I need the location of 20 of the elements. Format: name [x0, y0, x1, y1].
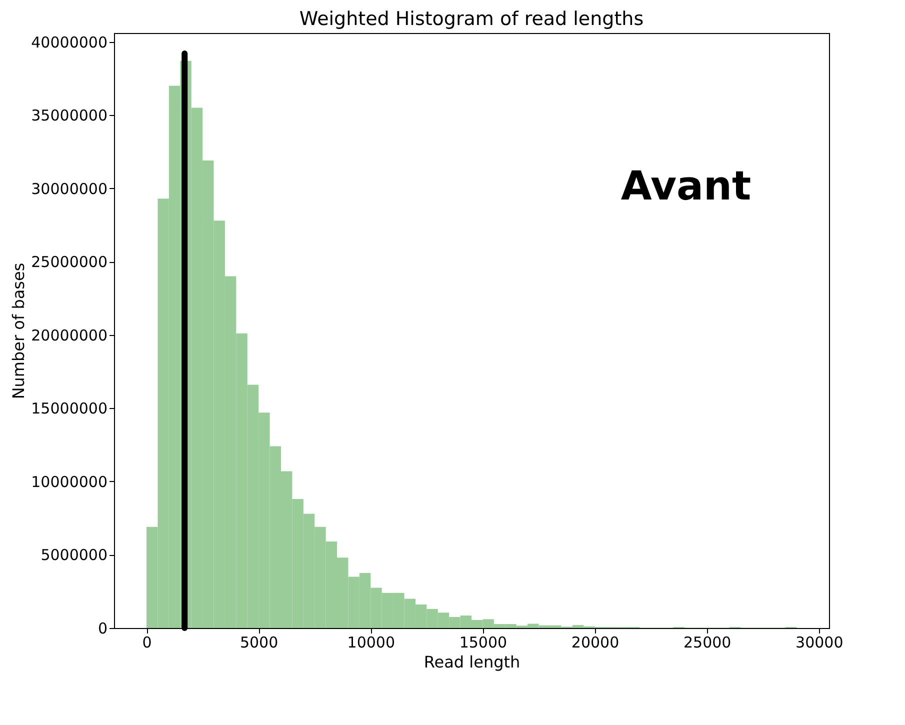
- x-tick-label: 25000: [683, 634, 732, 652]
- x-tick-label: 5000: [240, 634, 278, 652]
- y-tick-label: 20000000: [31, 326, 108, 344]
- x-tick-label: 15000: [459, 634, 508, 652]
- x-tick-label: 30000: [796, 634, 844, 652]
- y-tick-label: 15000000: [31, 400, 108, 418]
- x-tick-label: 10000: [347, 634, 395, 652]
- y-tick-label: 25000000: [31, 253, 108, 272]
- y-tick-label: 30000000: [31, 180, 108, 198]
- y-tick-label: 35000000: [31, 106, 108, 125]
- x-tick-label: 20000: [571, 634, 620, 652]
- y-axis-title: Number of bases: [9, 262, 28, 400]
- y-tick-label: 0: [98, 620, 108, 638]
- y-tick-label: 5000000: [40, 546, 108, 564]
- y-tick-label: 10000000: [31, 472, 108, 491]
- x-tick-label: 0: [142, 634, 152, 652]
- chart-title: Weighted Histogram of read lengths: [299, 8, 644, 30]
- annotation: Avant: [620, 164, 752, 210]
- y-tick-label: 40000000: [31, 33, 108, 52]
- x-axis-title: Read length: [424, 652, 520, 672]
